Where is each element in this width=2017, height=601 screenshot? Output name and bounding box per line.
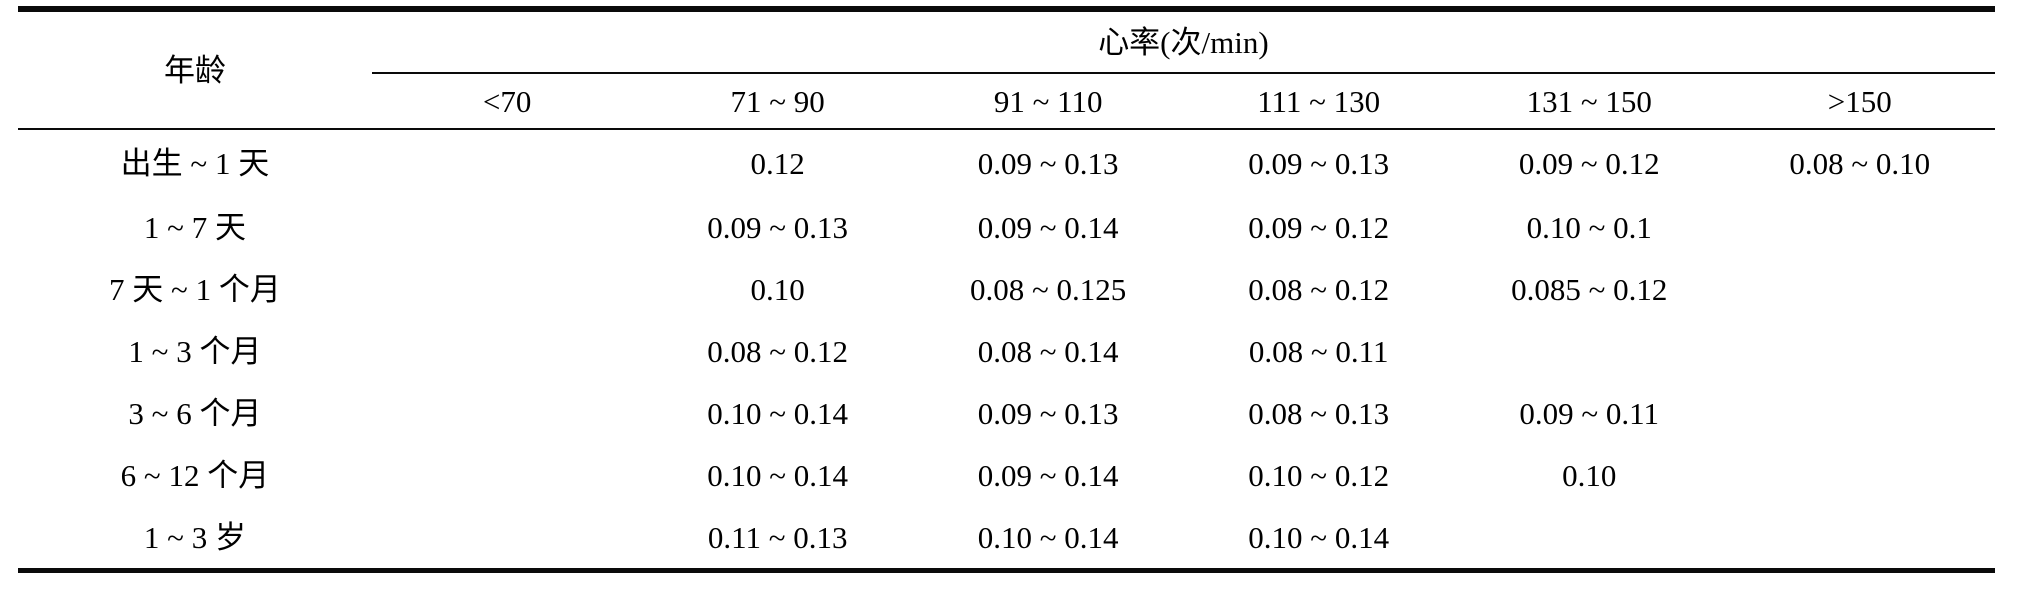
cell: 0.08 ~ 0.14 bbox=[977, 333, 1119, 369]
row-age-label: 3 ~ 6 个月 bbox=[128, 395, 262, 431]
cell: 0.10 ~ 0.14 bbox=[707, 457, 849, 493]
table-row: 6 ~ 12 个月 0.10 ~ 0.14 0.09 ~ 0.14 0.10 ~… bbox=[18, 444, 1995, 506]
cell bbox=[372, 320, 643, 382]
cell: 0.085 ~ 0.12 bbox=[1511, 271, 1668, 307]
cell bbox=[1454, 506, 1725, 571]
column-header-71-90: 71 ~ 90 bbox=[642, 73, 913, 130]
cell bbox=[1724, 196, 1995, 258]
column-header-131-150: 131 ~ 150 bbox=[1453, 73, 1725, 130]
cell: 0.10 ~ 0.1 bbox=[1526, 209, 1652, 245]
cell: 0.11 ~ 0.13 bbox=[707, 519, 848, 555]
cell: 0.10 bbox=[750, 271, 805, 307]
cell bbox=[372, 506, 643, 571]
cell: 0.08 ~ 0.12 bbox=[707, 333, 849, 369]
cell: 0.09 ~ 0.13 bbox=[707, 209, 849, 245]
cell: 0.09 ~ 0.13 bbox=[977, 395, 1119, 431]
column-header-91-110: 91 ~ 110 bbox=[912, 73, 1184, 130]
cell bbox=[1724, 506, 1995, 571]
cell: 0.09 ~ 0.12 bbox=[1248, 209, 1390, 245]
cell bbox=[1454, 320, 1725, 382]
cell: 0.09 ~ 0.11 bbox=[1519, 395, 1660, 431]
column-header-111-130: 111 ~ 130 bbox=[1183, 73, 1454, 130]
cell: 0.09 ~ 0.13 bbox=[977, 145, 1119, 181]
column-header-gt150: >150 bbox=[1724, 73, 1995, 130]
cell bbox=[1724, 444, 1995, 506]
cell: 0.08 ~ 0.10 bbox=[1789, 145, 1931, 181]
heart-rate-group-header: 心率(次/min) bbox=[371, 9, 1995, 74]
column-header-lt70: <70 bbox=[371, 73, 643, 130]
age-column-header: 年龄 bbox=[18, 9, 372, 130]
table-row: 3 ~ 6 个月 0.10 ~ 0.14 0.09 ~ 0.13 0.08 ~ … bbox=[18, 382, 1995, 444]
cell: 0.10 bbox=[1562, 457, 1617, 493]
cell: 0.09 ~ 0.14 bbox=[977, 457, 1119, 493]
table-row: 7 天 ~ 1 个月 0.10 0.08 ~ 0.125 0.08 ~ 0.12… bbox=[18, 258, 1995, 320]
cell: 0.08 ~ 0.125 bbox=[970, 271, 1127, 307]
cell: 0.10 ~ 0.14 bbox=[707, 395, 849, 431]
table-row: 1 ~ 3 个月 0.08 ~ 0.12 0.08 ~ 0.14 0.08 ~ … bbox=[18, 320, 1995, 382]
cell bbox=[1724, 320, 1995, 382]
cell: 0.08 ~ 0.13 bbox=[1248, 395, 1390, 431]
cell: 0.09 ~ 0.14 bbox=[977, 209, 1119, 245]
row-age-label: 6 ~ 12 个月 bbox=[120, 457, 270, 493]
cell: 0.12 bbox=[750, 145, 805, 181]
cell bbox=[372, 258, 643, 320]
row-age-label: 1 ~ 7 天 bbox=[143, 209, 246, 245]
row-age-label: 7 天 ~ 1 个月 bbox=[109, 271, 281, 307]
row-age-label: 1 ~ 3 岁 bbox=[143, 519, 246, 555]
cell bbox=[372, 129, 643, 196]
cell bbox=[1724, 258, 1995, 320]
table-row: 出生 ~ 1 天 0.12 0.09 ~ 0.13 0.09 ~ 0.13 0.… bbox=[18, 129, 1995, 196]
cell: 0.10 ~ 0.14 bbox=[1248, 519, 1390, 555]
cell: 0.08 ~ 0.11 bbox=[1248, 333, 1389, 369]
cell: 0.09 ~ 0.12 bbox=[1518, 145, 1660, 181]
cell bbox=[372, 382, 643, 444]
cell: 0.10 ~ 0.12 bbox=[1248, 457, 1390, 493]
table-row: 1 ~ 3 岁 0.11 ~ 0.13 0.10 ~ 0.14 0.10 ~ 0… bbox=[18, 506, 1995, 571]
cell: 0.08 ~ 0.12 bbox=[1248, 271, 1390, 307]
row-age-label: 出生 ~ 1 天 bbox=[120, 145, 270, 181]
row-age-label: 1 ~ 3 个月 bbox=[128, 333, 262, 369]
cell: 0.09 ~ 0.13 bbox=[1248, 145, 1390, 181]
heart-rate-table: 年龄 心率(次/min) <70 71 ~ 90 91 ~ 110 111 ~ … bbox=[18, 6, 1995, 573]
cell bbox=[372, 444, 643, 506]
cell bbox=[372, 196, 643, 258]
cell: 0.10 ~ 0.14 bbox=[977, 519, 1119, 555]
cell bbox=[1724, 382, 1995, 444]
table-row: 1 ~ 7 天 0.09 ~ 0.13 0.09 ~ 0.14 0.09 ~ 0… bbox=[18, 196, 1995, 258]
